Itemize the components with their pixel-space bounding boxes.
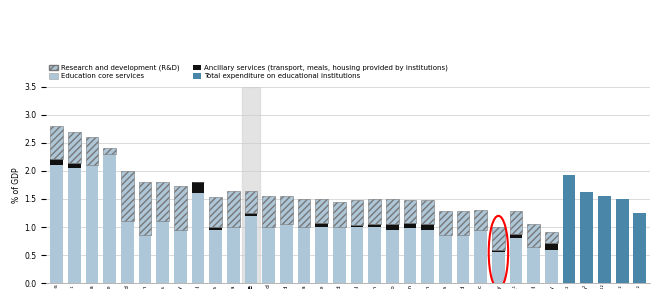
Y-axis label: % of GDP: % of GDP [12, 167, 22, 203]
Bar [227, 190, 240, 227]
Bar [244, 190, 258, 213]
Bar [192, 193, 204, 283]
Bar [333, 227, 346, 283]
Bar [510, 238, 522, 283]
Bar [298, 199, 310, 227]
Bar [227, 227, 240, 283]
Bar [369, 199, 381, 224]
Bar [386, 230, 399, 283]
Bar [403, 223, 417, 228]
Bar [351, 200, 363, 225]
Bar [492, 249, 505, 252]
Bar [242, 87, 260, 283]
Bar [68, 131, 81, 162]
Bar [315, 199, 328, 223]
Bar [369, 224, 381, 227]
Bar [85, 165, 99, 283]
Bar [421, 200, 434, 224]
Bar [633, 213, 646, 283]
Bar [598, 196, 611, 283]
Bar [616, 199, 629, 283]
Bar [210, 227, 222, 230]
Bar [386, 224, 399, 230]
Bar [492, 252, 505, 283]
Bar [528, 224, 540, 247]
Bar [333, 202, 346, 227]
Bar [492, 227, 505, 249]
Bar [545, 231, 558, 243]
Bar [103, 154, 116, 283]
Bar [528, 247, 540, 283]
Bar [280, 196, 293, 224]
Bar [351, 227, 363, 283]
Bar [50, 126, 63, 159]
Bar [510, 211, 522, 234]
Bar [139, 236, 151, 283]
Bar [139, 182, 151, 236]
Bar [545, 249, 558, 283]
Bar [474, 210, 487, 230]
Bar [510, 234, 522, 238]
Bar [244, 213, 258, 216]
Bar [156, 182, 169, 221]
Bar [121, 221, 133, 283]
Bar [50, 159, 63, 165]
Bar [351, 225, 363, 227]
Bar [545, 243, 558, 249]
Bar [262, 227, 275, 283]
Bar [457, 236, 470, 283]
Bar [439, 211, 452, 236]
Bar [156, 221, 169, 283]
Bar [386, 199, 399, 224]
Bar [403, 200, 417, 223]
Bar [262, 196, 275, 227]
Bar [174, 230, 187, 283]
Bar [457, 211, 470, 236]
Bar [298, 227, 310, 283]
Bar [369, 227, 381, 283]
Bar [421, 224, 434, 230]
Bar [192, 182, 204, 193]
Bar [580, 192, 593, 283]
Bar [315, 227, 328, 283]
Bar [50, 165, 63, 283]
Bar [315, 223, 328, 227]
Bar [563, 175, 576, 283]
Bar [244, 216, 258, 283]
Bar [85, 137, 99, 165]
Bar [68, 168, 81, 283]
Legend: Research and development (R&D), Education core services, Ancillary services (tra: Research and development (R&D), Educatio… [49, 64, 448, 79]
Bar [68, 162, 81, 168]
Bar [439, 236, 452, 283]
Bar [210, 230, 222, 283]
Bar [421, 230, 434, 283]
Bar [474, 230, 487, 283]
Bar [174, 186, 187, 230]
Bar [210, 197, 222, 227]
Bar [403, 228, 417, 283]
Bar [103, 149, 116, 154]
Bar [121, 171, 133, 221]
Bar [280, 224, 293, 283]
